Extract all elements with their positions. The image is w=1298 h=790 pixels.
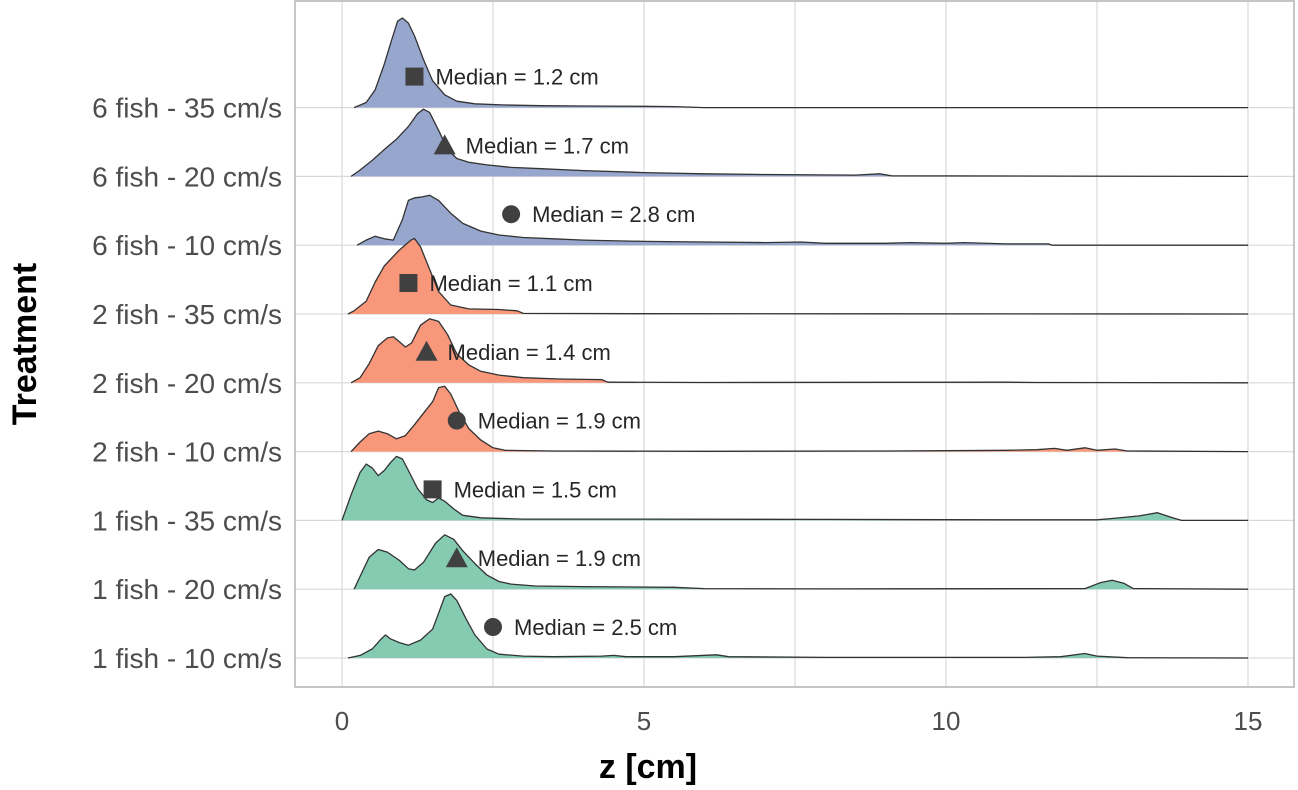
median-marker-1-fish-10-cm-s [484, 618, 502, 636]
ridge-outline-2-fish-35-cm-s [347, 237, 1249, 315]
y-axis-title: Treatment [6, 263, 44, 426]
median-marker-6-fish-35-cm-s [405, 67, 424, 86]
y-tick-label-6-fish-20-cm-s: 6 fish - 20 cm/s [92, 161, 282, 192]
median-label-6-fish-35-cm-s: Median = 1.2 cm [435, 65, 598, 90]
median-label-1-fish-35-cm-s: Median = 1.5 cm [454, 477, 617, 502]
ridge-fill-1-fish-10-cm-s [348, 594, 1248, 658]
y-tick-label-1-fish-20-cm-s: 1 fish - 20 cm/s [92, 574, 282, 605]
ridge-fill-6-fish-10-cm-s [357, 195, 1249, 246]
median-marker-1-fish-35-cm-s [423, 480, 442, 499]
ridge-outline-1-fish-20-cm-s [353, 534, 1249, 590]
ridge-fill-2-fish-35-cm-s [348, 238, 1248, 314]
median-label-2-fish-35-cm-s: Median = 1.1 cm [429, 271, 592, 296]
x-axis-title: z [cm] [599, 748, 697, 786]
x-tick-label-15: 15 [1234, 706, 1263, 736]
y-tick-label-2-fish-20-cm-s: 2 fish - 20 cm/s [92, 368, 282, 399]
median-label-2-fish-10-cm-s: Median = 1.9 cm [478, 409, 641, 434]
ridge-fill-2-fish-10-cm-s [351, 386, 1249, 452]
median-marker-6-fish-10-cm-s [502, 205, 521, 224]
x-tick-label-5: 5 [637, 706, 651, 736]
y-tick-label-1-fish-10-cm-s: 1 fish - 10 cm/s [92, 643, 282, 674]
x-tick-label-10: 10 [932, 706, 961, 736]
median-label-6-fish-20-cm-s: Median = 1.7 cm [466, 133, 629, 158]
median-label-1-fish-20-cm-s: Median = 1.9 cm [478, 546, 641, 571]
median-marker-2-fish-20-cm-s [415, 340, 438, 361]
ridge-fill-1-fish-35-cm-s [342, 456, 1248, 521]
ridge-outline-2-fish-20-cm-s [350, 318, 1249, 384]
ridge-outline-1-fish-10-cm-s [347, 593, 1249, 659]
median-marker-2-fish-35-cm-s [399, 274, 418, 292]
ridge-outline-6-fish-10-cm-s [356, 194, 1248, 246]
y-tick-label-6-fish-35-cm-s: 6 fish - 35 cm/s [92, 93, 282, 124]
ridge-fill-1-fish-20-cm-s [354, 534, 1249, 590]
y-tick-label-2-fish-35-cm-s: 2 fish - 35 cm/s [92, 299, 282, 330]
ridge-outline-1-fish-35-cm-s [341, 455, 1248, 522]
ridge-outline-6-fish-20-cm-s [350, 108, 1249, 178]
ridge-fill-6-fish-35-cm-s [354, 18, 1249, 108]
median-label-2-fish-20-cm-s: Median = 1.4 cm [448, 340, 611, 365]
x-tick-label-0: 0 [335, 706, 349, 736]
y-tick-label-1-fish-35-cm-s: 1 fish - 35 cm/s [92, 505, 282, 536]
median-marker-6-fish-20-cm-s [433, 134, 456, 155]
y-tick-label-6-fish-10-cm-s: 6 fish - 10 cm/s [92, 230, 282, 261]
y-tick-labels: 1 fish - 10 cm/s 1 fish - 20 cm/s 1 fish -… [92, 93, 282, 674]
median-label-1-fish-10-cm-s: Median = 2.5 cm [514, 615, 677, 640]
median-label-6-fish-10-cm-s: Median = 2.8 cm [532, 202, 695, 227]
x-tick-labels: 0 5 10 15 [335, 706, 1263, 736]
ridge-fill-6-fish-20-cm-s [351, 109, 1249, 177]
ridge-outline-2-fish-10-cm-s [350, 385, 1249, 453]
median-marker-2-fish-10-cm-s [447, 411, 466, 430]
density-ridges [341, 17, 1249, 659]
ridge-outline-6-fish-35-cm-s [353, 17, 1248, 109]
y-tick-label-2-fish-10-cm-s: 2 fish - 10 cm/s [92, 437, 282, 468]
median-markers: Median = 2.5 cm Median = 1.9 cm Median = 1… [399, 65, 695, 640]
plot-panel-border [294, 0, 1295, 688]
median-marker-1-fish-20-cm-s [445, 547, 468, 568]
